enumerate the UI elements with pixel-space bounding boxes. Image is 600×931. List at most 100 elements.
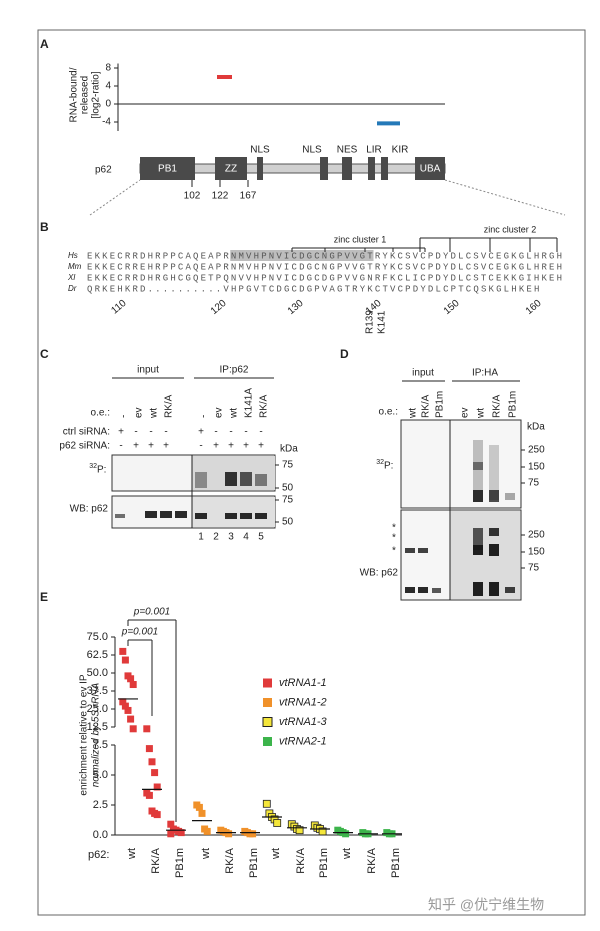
residue-number: 110	[109, 298, 129, 317]
marker: 50	[282, 517, 294, 528]
band	[489, 544, 499, 556]
row-label: o.e.:	[379, 407, 398, 418]
gel	[400, 419, 522, 509]
lane-label: ev	[460, 407, 471, 418]
species: Xl	[67, 273, 75, 282]
band	[225, 513, 237, 519]
motif-box	[342, 157, 352, 180]
sign: +	[213, 441, 219, 452]
sign: +	[198, 427, 204, 438]
unit: kDa	[527, 422, 545, 433]
band	[489, 582, 499, 596]
x-tick-label: wt	[126, 848, 138, 860]
point	[153, 811, 161, 819]
sign: +	[133, 441, 139, 452]
lane-number: 3	[228, 532, 234, 543]
motif-label: NLS	[302, 145, 322, 156]
band	[225, 472, 237, 486]
asterisk: *	[392, 523, 396, 534]
sign: -	[164, 427, 167, 438]
band	[473, 440, 483, 502]
band	[489, 445, 499, 500]
lane-label: wt	[229, 408, 240, 419]
gel-bg	[450, 511, 520, 599]
point	[145, 745, 153, 753]
annotation: p=0.001	[133, 607, 170, 618]
y-tick-label: 7.5	[93, 739, 108, 751]
domain-label: ZZ	[225, 164, 237, 175]
y-tick-label: 8	[105, 63, 111, 74]
x-tick-label: wt	[270, 848, 282, 860]
legend-swatch	[263, 737, 272, 746]
band	[240, 513, 252, 519]
marker: 150	[528, 547, 545, 558]
y-tick-label: 5.0	[93, 769, 108, 781]
motif-label: LIR	[366, 145, 382, 156]
lane-label: wt	[408, 408, 419, 419]
point	[145, 791, 153, 799]
lane-label: -	[199, 415, 210, 418]
lane-label: K141A	[244, 388, 255, 418]
point	[262, 799, 271, 808]
motif-label: NLS	[250, 145, 270, 156]
residue-label: R139	[365, 310, 376, 334]
sequence: EKKECRRDHRGHCGQETPQNVVHPNVICDGCDGPVVGNRF…	[87, 273, 562, 283]
domain-label: UBA	[420, 164, 441, 175]
position-label: 167	[240, 191, 257, 202]
point	[167, 830, 175, 838]
sign: +	[163, 441, 169, 452]
marker: 50	[282, 483, 294, 494]
band	[115, 514, 125, 518]
sign: -	[244, 427, 247, 438]
unit: kDa	[280, 444, 298, 455]
highlight	[230, 250, 374, 261]
point	[121, 656, 129, 664]
legend-label: vtRNA1-3	[279, 716, 328, 728]
isotope: 32	[89, 463, 97, 470]
point	[127, 715, 135, 723]
panel-label: E	[40, 590, 48, 604]
lane-number: 2	[213, 532, 219, 543]
y-axis-label: enrichment relative to ev IP	[79, 674, 90, 795]
point	[177, 829, 185, 837]
panel-label: D	[340, 347, 349, 361]
y-axis-label: RNA-bound/	[69, 67, 80, 122]
lane-label: ev	[134, 407, 145, 418]
point	[129, 681, 137, 689]
zoom-line	[444, 179, 566, 216]
lane-label: wt	[149, 408, 160, 419]
legend-label: vtRNA1-1	[279, 677, 327, 689]
point	[225, 830, 233, 838]
sign: -	[149, 427, 152, 438]
point	[273, 819, 282, 827]
point	[119, 698, 127, 706]
y-tick-label: 37.5	[87, 685, 108, 697]
blot-label: WB: p62	[70, 504, 109, 515]
motif-box	[257, 157, 263, 180]
point	[167, 820, 175, 828]
lane-number: 5	[258, 532, 264, 543]
band	[418, 548, 428, 553]
annotation: p=0.001	[121, 627, 158, 638]
point	[198, 809, 206, 817]
lane-label: -	[119, 415, 130, 418]
lane-label: PB1m	[508, 391, 519, 418]
band	[255, 474, 267, 486]
point	[129, 725, 137, 733]
legend-swatch	[263, 678, 272, 688]
y-tick-label: 75.0	[87, 631, 108, 643]
y-tick-label: -4	[102, 117, 111, 128]
sign: -	[229, 427, 232, 438]
sign: +	[258, 441, 264, 452]
x-tick-label: PB1m	[248, 848, 260, 878]
y-tick-label: 25.0	[87, 703, 108, 715]
band	[255, 513, 267, 519]
sign: -	[214, 427, 217, 438]
lane-number: 4	[243, 532, 249, 543]
protein-name: p62	[95, 165, 112, 176]
point	[203, 827, 211, 835]
band	[505, 493, 515, 500]
y-axis-label: [log2-ratio]	[91, 71, 102, 118]
y-tick-label: 50.0	[87, 667, 108, 679]
